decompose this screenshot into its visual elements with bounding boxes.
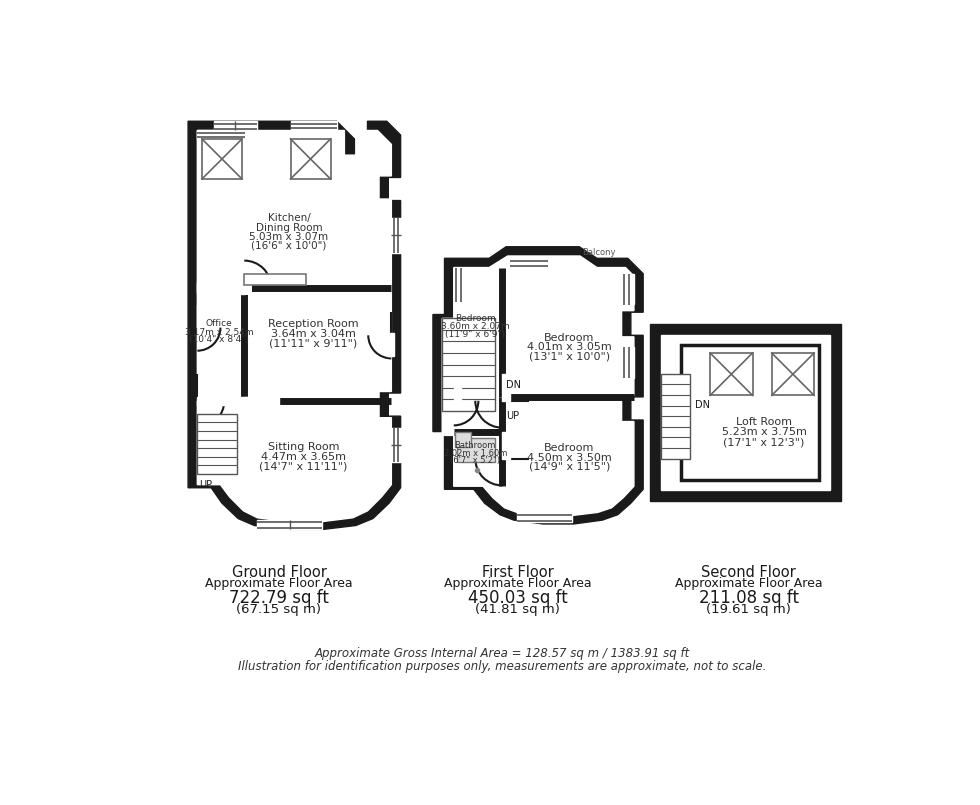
Text: (17'1" x 12'3"): (17'1" x 12'3") <box>723 437 805 448</box>
Bar <box>391 427 401 462</box>
Bar <box>621 274 634 304</box>
Bar <box>661 374 690 459</box>
Bar <box>197 283 245 291</box>
Bar <box>244 274 306 285</box>
Polygon shape <box>433 247 643 524</box>
Text: Illustration for identification purposes only, measurements are approximate, not: Illustration for identification purposes… <box>238 660 766 673</box>
Text: UP: UP <box>199 480 213 490</box>
Bar <box>197 304 204 328</box>
Text: DN: DN <box>695 399 710 410</box>
Bar <box>258 520 322 530</box>
Text: 2.02m x 1.60m: 2.02m x 1.60m <box>444 448 507 457</box>
Text: Ground Floor: Ground Floor <box>231 565 326 580</box>
Bar <box>215 122 257 130</box>
Bar <box>244 397 279 405</box>
Text: 4.50m x 3.50m: 4.50m x 3.50m <box>527 452 612 463</box>
Bar <box>503 431 510 459</box>
Text: (67.15 sq m): (67.15 sq m) <box>236 603 321 617</box>
Text: Second Floor: Second Floor <box>702 565 796 580</box>
Text: (14'7" x 11'11"): (14'7" x 11'11") <box>260 462 348 472</box>
Text: First Floor: First Floor <box>482 565 554 580</box>
Text: Approximate Floor Area: Approximate Floor Area <box>205 577 353 590</box>
Bar <box>510 258 549 267</box>
Text: (19.61 sq m): (19.61 sq m) <box>707 603 791 617</box>
Text: Sitting Room: Sitting Room <box>268 442 339 452</box>
Polygon shape <box>197 130 391 522</box>
Text: 3.17m x 2.54m: 3.17m x 2.54m <box>184 328 253 336</box>
Text: Bathroom: Bathroom <box>455 441 496 450</box>
Bar <box>197 397 247 405</box>
Bar <box>454 267 463 302</box>
Bar <box>454 378 462 401</box>
Text: 4.47m x 3.65m: 4.47m x 3.65m <box>261 452 346 462</box>
Text: 5.03m x 3.07m: 5.03m x 3.07m <box>249 232 328 241</box>
Text: 3.60m x 2.07m: 3.60m x 2.07m <box>441 322 510 332</box>
Bar <box>681 345 819 480</box>
Text: UP: UP <box>506 411 519 421</box>
Text: (14'9" x 11'5"): (14'9" x 11'5") <box>528 462 610 472</box>
Text: Bedroom: Bedroom <box>544 332 595 343</box>
Bar <box>621 347 634 378</box>
Text: (11'9" x 6'9"): (11'9" x 6'9") <box>445 330 506 339</box>
Text: (41.81 sq m): (41.81 sq m) <box>475 603 561 617</box>
Text: 450.03 sq ft: 450.03 sq ft <box>467 589 567 608</box>
Bar <box>516 513 572 522</box>
Bar <box>456 431 470 447</box>
Text: Bedroom: Bedroom <box>544 444 595 453</box>
Text: Approximate Gross Internal Area = 128.57 sq m / 1383.91 sq ft: Approximate Gross Internal Area = 128.57… <box>315 647 690 660</box>
Text: (6'7" x 5'2"): (6'7" x 5'2") <box>450 456 501 464</box>
Text: Bedroom: Bedroom <box>455 314 496 323</box>
Bar <box>710 353 753 395</box>
Text: (11'11" x 9'11"): (11'11" x 9'11") <box>270 339 358 349</box>
Bar <box>387 333 395 356</box>
Bar <box>661 335 830 490</box>
Bar <box>242 283 248 291</box>
Text: (16'6" x 10'0"): (16'6" x 10'0") <box>251 241 326 251</box>
Bar <box>197 130 245 140</box>
Text: Reception Room: Reception Room <box>269 319 359 328</box>
Text: 211.08 sq ft: 211.08 sq ft <box>699 589 799 608</box>
Text: Dining Room: Dining Room <box>256 222 322 233</box>
Polygon shape <box>188 122 401 530</box>
Bar <box>202 139 242 179</box>
Bar <box>290 122 337 130</box>
Text: Approximate Floor Area: Approximate Floor Area <box>444 577 592 590</box>
Bar <box>290 139 330 179</box>
Bar <box>650 324 841 501</box>
Text: 722.79 sq ft: 722.79 sq ft <box>229 589 329 608</box>
Text: 5.23m x 3.75m: 5.23m x 3.75m <box>721 427 807 437</box>
Polygon shape <box>442 256 634 515</box>
Text: Office: Office <box>206 320 232 328</box>
Bar <box>197 282 245 294</box>
Text: Balcony: Balcony <box>582 249 615 258</box>
Bar <box>197 414 237 474</box>
Text: DN: DN <box>506 380 521 390</box>
Text: 4.01m x 3.05m: 4.01m x 3.05m <box>527 342 612 352</box>
Text: Loft Room: Loft Room <box>736 417 792 427</box>
Bar <box>457 438 495 462</box>
Text: (10'4" x 8'4"): (10'4" x 8'4") <box>189 336 249 345</box>
Text: Kitchen/: Kitchen/ <box>268 213 311 223</box>
Bar <box>503 374 510 401</box>
Text: Approximate Floor Area: Approximate Floor Area <box>675 577 822 590</box>
Bar <box>772 353 814 395</box>
Text: (13'1" x 10'0"): (13'1" x 10'0") <box>528 351 610 361</box>
Bar <box>391 218 401 253</box>
Bar <box>442 318 495 411</box>
Text: 3.64m x 3.04m: 3.64m x 3.04m <box>271 328 356 339</box>
